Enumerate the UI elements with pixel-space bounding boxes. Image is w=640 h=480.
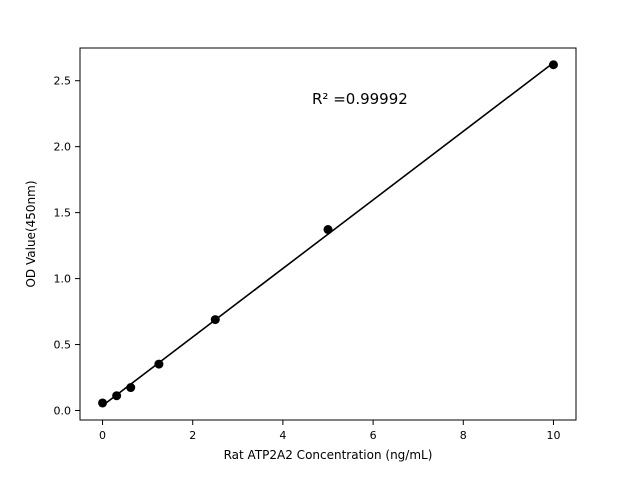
y-tick-label: 1.0 bbox=[54, 273, 72, 286]
x-axis-label: Rat ATP2A2 Concentration (ng/mL) bbox=[223, 448, 433, 462]
fit-line bbox=[102, 62, 554, 407]
x-tick-label: 10 bbox=[546, 429, 560, 442]
x-tick-label: 4 bbox=[279, 429, 286, 442]
data-point bbox=[548, 60, 558, 70]
data-point bbox=[98, 398, 108, 408]
y-tick-label: 0.5 bbox=[54, 339, 72, 352]
y-tick-label: 1.5 bbox=[54, 207, 72, 220]
axes-spines bbox=[79, 47, 577, 421]
y-tick-label: 2.0 bbox=[54, 141, 72, 154]
data-point bbox=[112, 391, 122, 401]
data-point bbox=[210, 315, 220, 325]
y-tick-label: 2.5 bbox=[54, 75, 72, 88]
data-point bbox=[154, 359, 164, 369]
y-tick-label: 0.0 bbox=[54, 405, 72, 418]
r-squared-annotation: R² =0.99992 bbox=[312, 90, 408, 108]
data-point bbox=[126, 383, 136, 393]
x-tick-label: 2 bbox=[189, 429, 196, 442]
x-tick-label: 6 bbox=[370, 429, 377, 442]
y-axis-label: OD Value(450nm) bbox=[24, 180, 38, 288]
x-tick-label: 8 bbox=[460, 429, 467, 442]
data-point bbox=[323, 225, 333, 235]
x-tick-label: 0 bbox=[99, 429, 106, 442]
